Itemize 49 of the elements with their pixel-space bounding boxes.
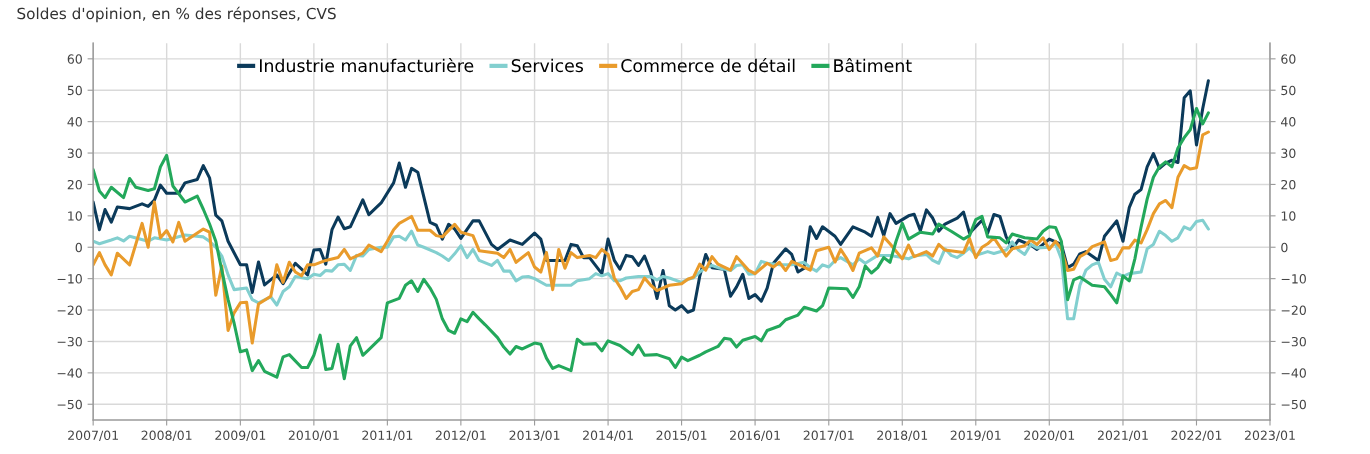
y-tick-label: 30 (67, 148, 82, 158)
y2-tick-label: 30 (1281, 148, 1296, 158)
y2-tick-label: −30 (1281, 336, 1306, 347)
x-tick-label: 2015/01 (656, 430, 707, 442)
y-tick-label: 20 (67, 179, 82, 190)
y2-tick-label: 40 (1281, 117, 1296, 127)
x-tick-label: 2007/01 (68, 430, 118, 442)
x-tick-label: 2011/01 (362, 430, 413, 442)
chart-title: Soldes d'opinion, en % des réponses, CVS (17, 6, 336, 23)
x-tick-label: 2022/01 (1171, 430, 1222, 442)
x-tick-label: 2013/01 (509, 430, 560, 442)
x-tick-label: 2019/01 (950, 430, 1001, 442)
y2-tick-label: 10 (1281, 211, 1296, 221)
x-tick-label: 2009/01 (215, 430, 266, 442)
x-tick-label: 2023/01 (1244, 430, 1295, 442)
y2-tick-label: 20 (1281, 179, 1296, 190)
y-tick-label: 40 (67, 117, 82, 127)
x-tick-label: 2010/01 (288, 430, 339, 442)
x-tick-label: 2014/01 (583, 430, 633, 442)
legend-label: Bâtiment (834, 58, 912, 73)
x-tick-label: 2012/01 (435, 430, 486, 442)
y2-tick-label: −10 (1281, 274, 1306, 284)
line-series (93, 130, 1210, 345)
x-tick-label: 2018/01 (877, 430, 928, 442)
y-tick-label: −30 (57, 336, 82, 347)
y-tick-label: −10 (57, 274, 82, 284)
y2-tick-label: 60 (1281, 54, 1296, 64)
y-tick-label: 60 (67, 54, 82, 64)
x-tick-label: 2020/01 (1024, 430, 1075, 442)
x-tick-label: 2021/01 (1097, 430, 1148, 442)
y-tick-label: 0 (75, 242, 82, 253)
y2-tick-label: −40 (1281, 368, 1306, 378)
x-tick-label: 2017/01 (803, 430, 854, 442)
line-series (93, 79, 1210, 314)
legend-label: Services (511, 58, 584, 73)
y-tick-label: −50 (57, 399, 82, 410)
y-tick-label: −20 (57, 305, 82, 315)
y-tick-label: 50 (67, 85, 82, 96)
y2-tick-label: 0 (1281, 242, 1288, 253)
y2-tick-label: −20 (1281, 305, 1306, 315)
y2-tick-label: −50 (1281, 399, 1306, 410)
x-tick-label: 2016/01 (730, 430, 780, 442)
y2-tick-label: 50 (1281, 85, 1296, 96)
legend-label: Industrie manufacturière (260, 58, 474, 73)
y-tick-label: −40 (57, 368, 82, 378)
legend-label: Commerce de détail (621, 58, 795, 73)
y-tick-label: 10 (68, 211, 82, 221)
x-tick-label: 2008/01 (141, 430, 192, 442)
line-series (93, 106, 1210, 381)
